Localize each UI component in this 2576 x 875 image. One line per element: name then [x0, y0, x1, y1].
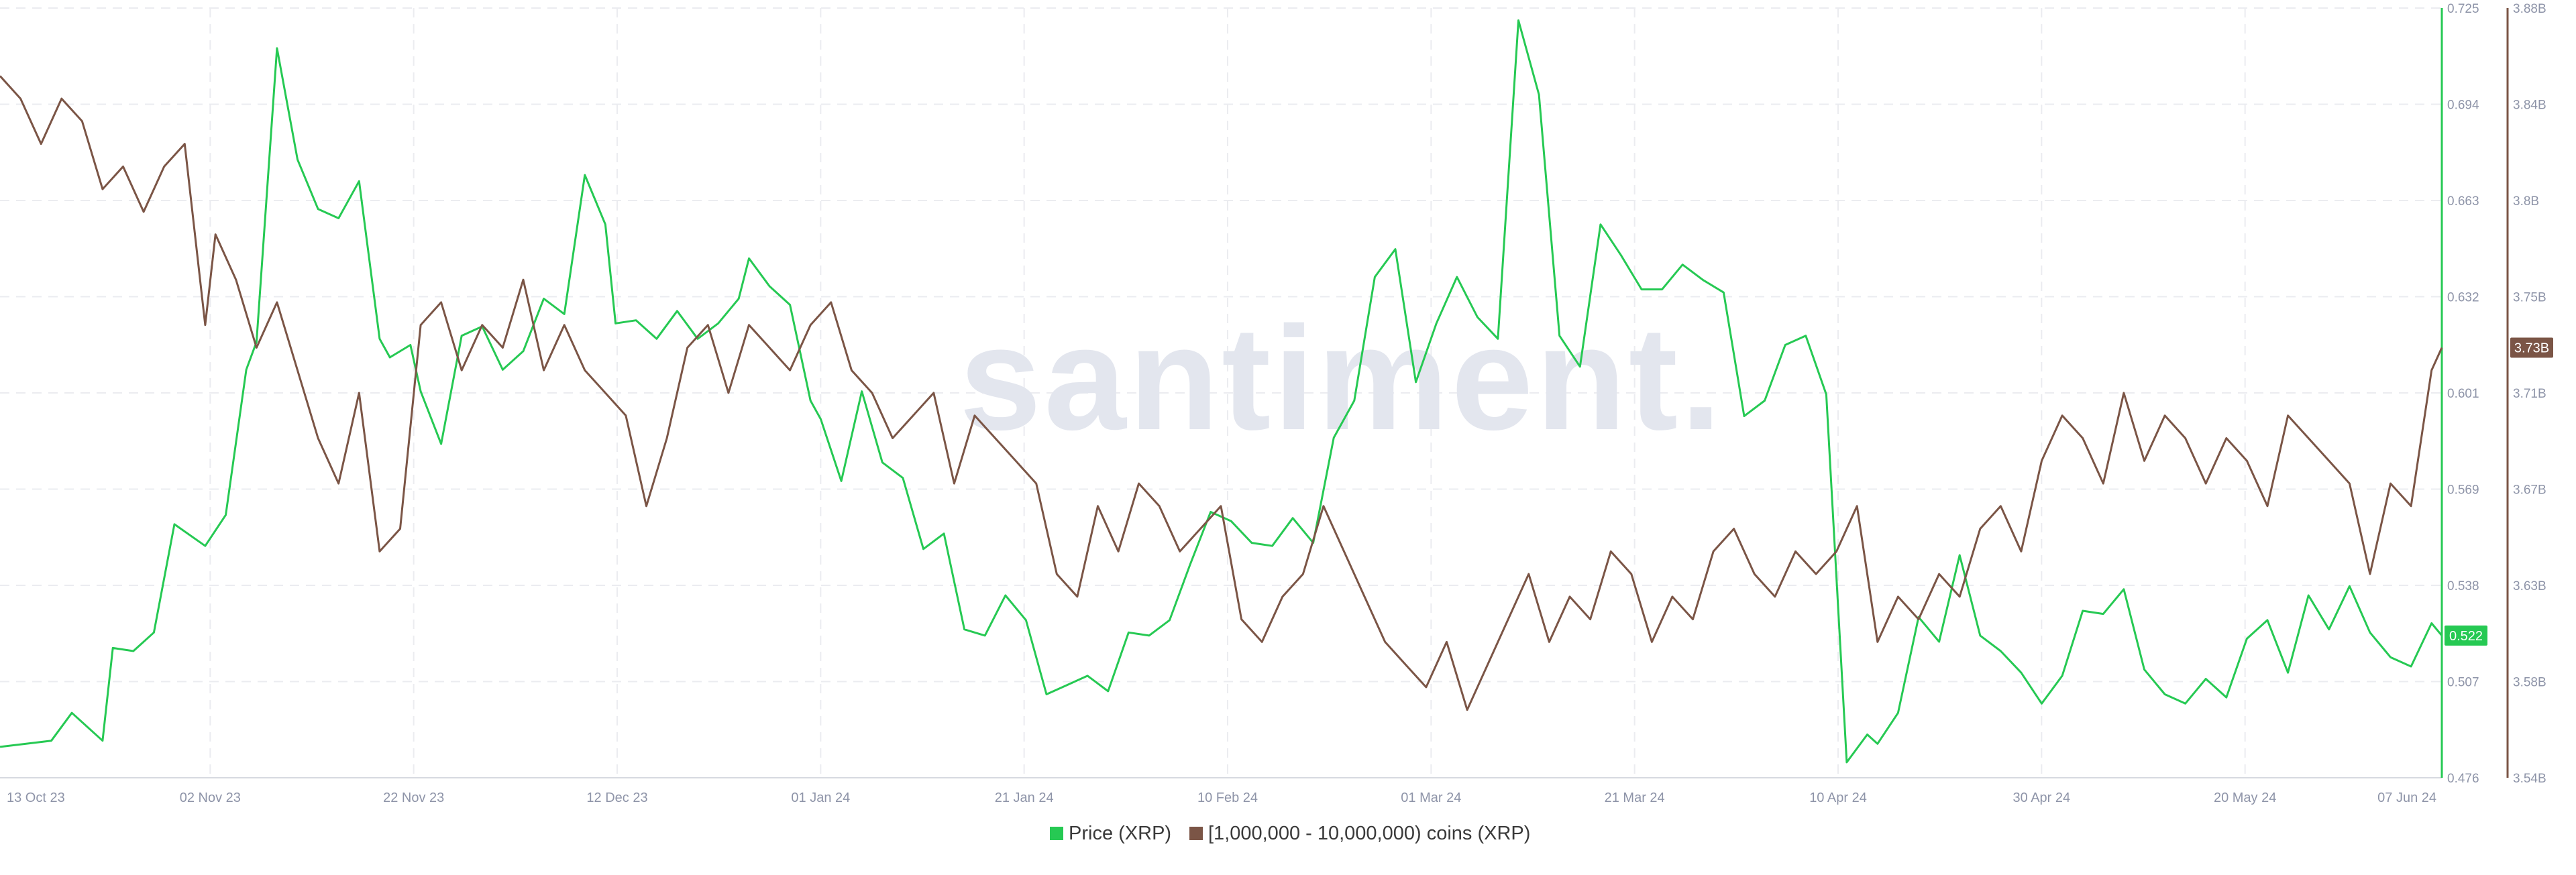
x-tick-label: 30 Apr 24: [2013, 791, 2071, 805]
x-tick-label: 07 Jun 24: [2377, 791, 2436, 805]
y-right-tick-label: 3.84B: [2513, 99, 2546, 113]
price-current-label: 0.522: [2449, 629, 2483, 644]
y-right-tick-label: 3.63B: [2513, 579, 2546, 593]
y-left-tick-label: 0.507: [2447, 676, 2479, 690]
holders-series-line: [0, 75, 2443, 711]
holders-current-tag: [2510, 337, 2553, 358]
x-tick-label: 21 Mar 24: [1605, 791, 1665, 805]
x-tick-label: 01 Jan 24: [791, 791, 850, 805]
y-left-tick-label: 0.694: [2447, 99, 2479, 113]
y-right-tick-label: 3.75B: [2513, 291, 2546, 305]
x-tick-label: 21 Jan 24: [995, 791, 1054, 805]
y-left-tick-label: 0.601: [2447, 387, 2479, 401]
legend-swatch-holders: [1189, 827, 1203, 840]
y-right-tick-label: 3.58B: [2513, 676, 2546, 690]
y-left-tick-label: 0.538: [2447, 579, 2479, 593]
legend-label-holders: [1,000,000 - 10,000,000) coins (XRP): [1208, 823, 1530, 844]
holders-current-label: 3.73B: [2514, 341, 2549, 355]
series-layer: [0, 19, 2443, 764]
price-current-tag: [2445, 625, 2487, 646]
x-tick-label: 02 Nov 23: [180, 791, 241, 805]
y-right-tick-label: 3.67B: [2513, 483, 2546, 498]
x-tick-label: 01 Mar 24: [1401, 791, 1461, 805]
y-left-tick-label: 0.663: [2447, 194, 2479, 209]
y-left-tick-label: 0.569: [2447, 483, 2479, 498]
y-right-tick-label: 3.8B: [2513, 194, 2539, 209]
santiment-watermark: santiment.: [959, 296, 1724, 461]
legend-swatch-price: [1050, 827, 1063, 840]
x-tick-label: 22 Nov 23: [383, 791, 444, 805]
x-tick-label: 10 Apr 24: [1809, 791, 1867, 805]
y-right-tick-label: 3.71B: [2513, 387, 2546, 401]
y-right-tick-label: 3.54B: [2513, 772, 2546, 786]
x-tick-label: 12 Dec 23: [586, 791, 647, 805]
y-left-tick-label: 0.725: [2447, 2, 2479, 16]
x-tick-label: 10 Feb 24: [1197, 791, 1258, 805]
legend-label-price: Price (XRP): [1069, 823, 1171, 844]
y-left-tick-label: 0.632: [2447, 291, 2479, 305]
y-right-tick-label: 3.88B: [2513, 2, 2546, 16]
x-tick-label: 20 May 24: [2214, 791, 2276, 805]
grid-layer: [0, 7, 2442, 778]
x-tick-label: 13 Oct 23: [7, 791, 65, 805]
price-series-line: [0, 19, 2443, 764]
tag-layer: 0.522 3.73B: [2445, 337, 2553, 646]
y-left-tick-label: 0.476: [2447, 772, 2479, 786]
axis-layer: 0.476 0.507 0.538 0.569 0.601 0.632 0.663 0.694…: [0, 2, 2546, 805]
legend: Price (XRP) [1,000,000 - 10,000,000) coin…: [1050, 823, 1530, 844]
